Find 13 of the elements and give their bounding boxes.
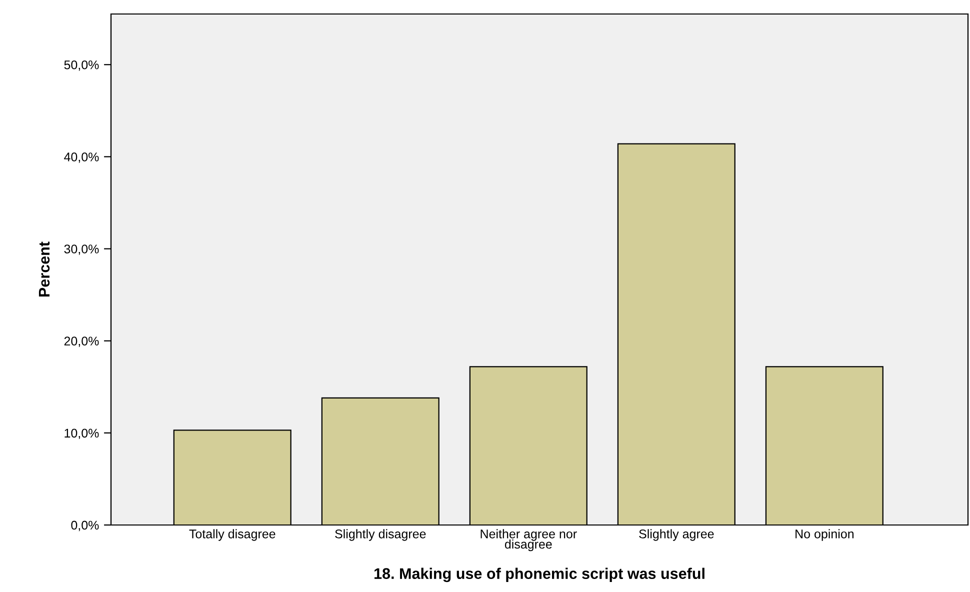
x-axis-title: 18. Making use of phonemic script was useful xyxy=(374,568,704,582)
y-tick-label: 0,0% xyxy=(71,520,99,532)
x-tick-label: Totally disagree xyxy=(189,529,276,541)
x-tick-label: Neither agree nor disagree xyxy=(480,529,577,552)
y-tick-label: 40,0% xyxy=(64,152,99,163)
y-axis-title: Percent xyxy=(38,242,50,296)
y-tick-label: 50,0% xyxy=(64,60,99,71)
x-tick-label: Slightly agree xyxy=(639,529,714,541)
x-tick-label: Slightly disagree xyxy=(335,529,426,541)
x-tick-label: No opinion xyxy=(796,529,854,541)
y-tick-label: 10,0% xyxy=(64,428,99,440)
y-tick-label: 30,0% xyxy=(64,244,99,255)
y-tick-label: 20,0% xyxy=(64,336,99,347)
